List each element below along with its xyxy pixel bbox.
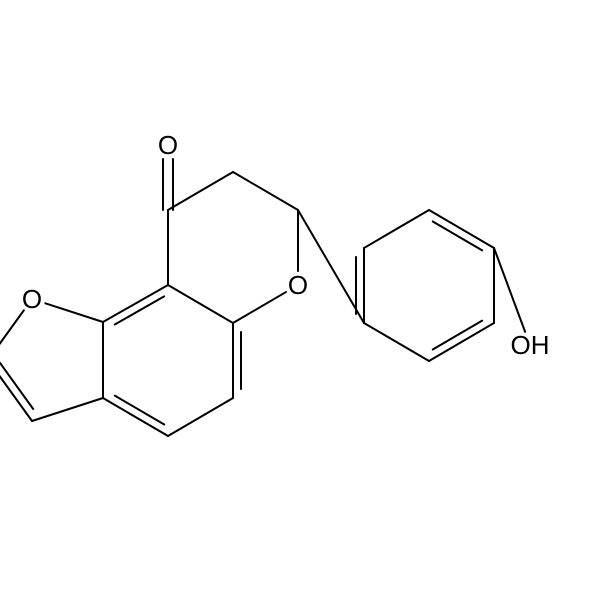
atom-label-o: O [288, 270, 308, 300]
bond-line [103, 285, 168, 322]
bond-line [429, 323, 494, 361]
bond-line [364, 210, 429, 248]
bond-line [45, 303, 103, 322]
atom-label-o: O [22, 284, 42, 314]
bond-line [168, 285, 233, 323]
bond-line [429, 210, 494, 248]
bond-line [233, 292, 286, 323]
bond-line [0, 363, 33, 409]
atom-label-o: O [158, 130, 178, 160]
atom-label-oh: OH [511, 330, 550, 360]
bond-line [32, 398, 103, 421]
bond-line [168, 398, 233, 436]
chemical-structure-diagram: O O O OH [0, 0, 600, 600]
bond-line [364, 323, 429, 361]
bond-line [494, 248, 525, 332]
bond-line [0, 310, 24, 360]
bond-line [233, 172, 298, 210]
bond-line [103, 398, 168, 436]
bond-line [168, 172, 233, 210]
bond-line [298, 210, 364, 323]
